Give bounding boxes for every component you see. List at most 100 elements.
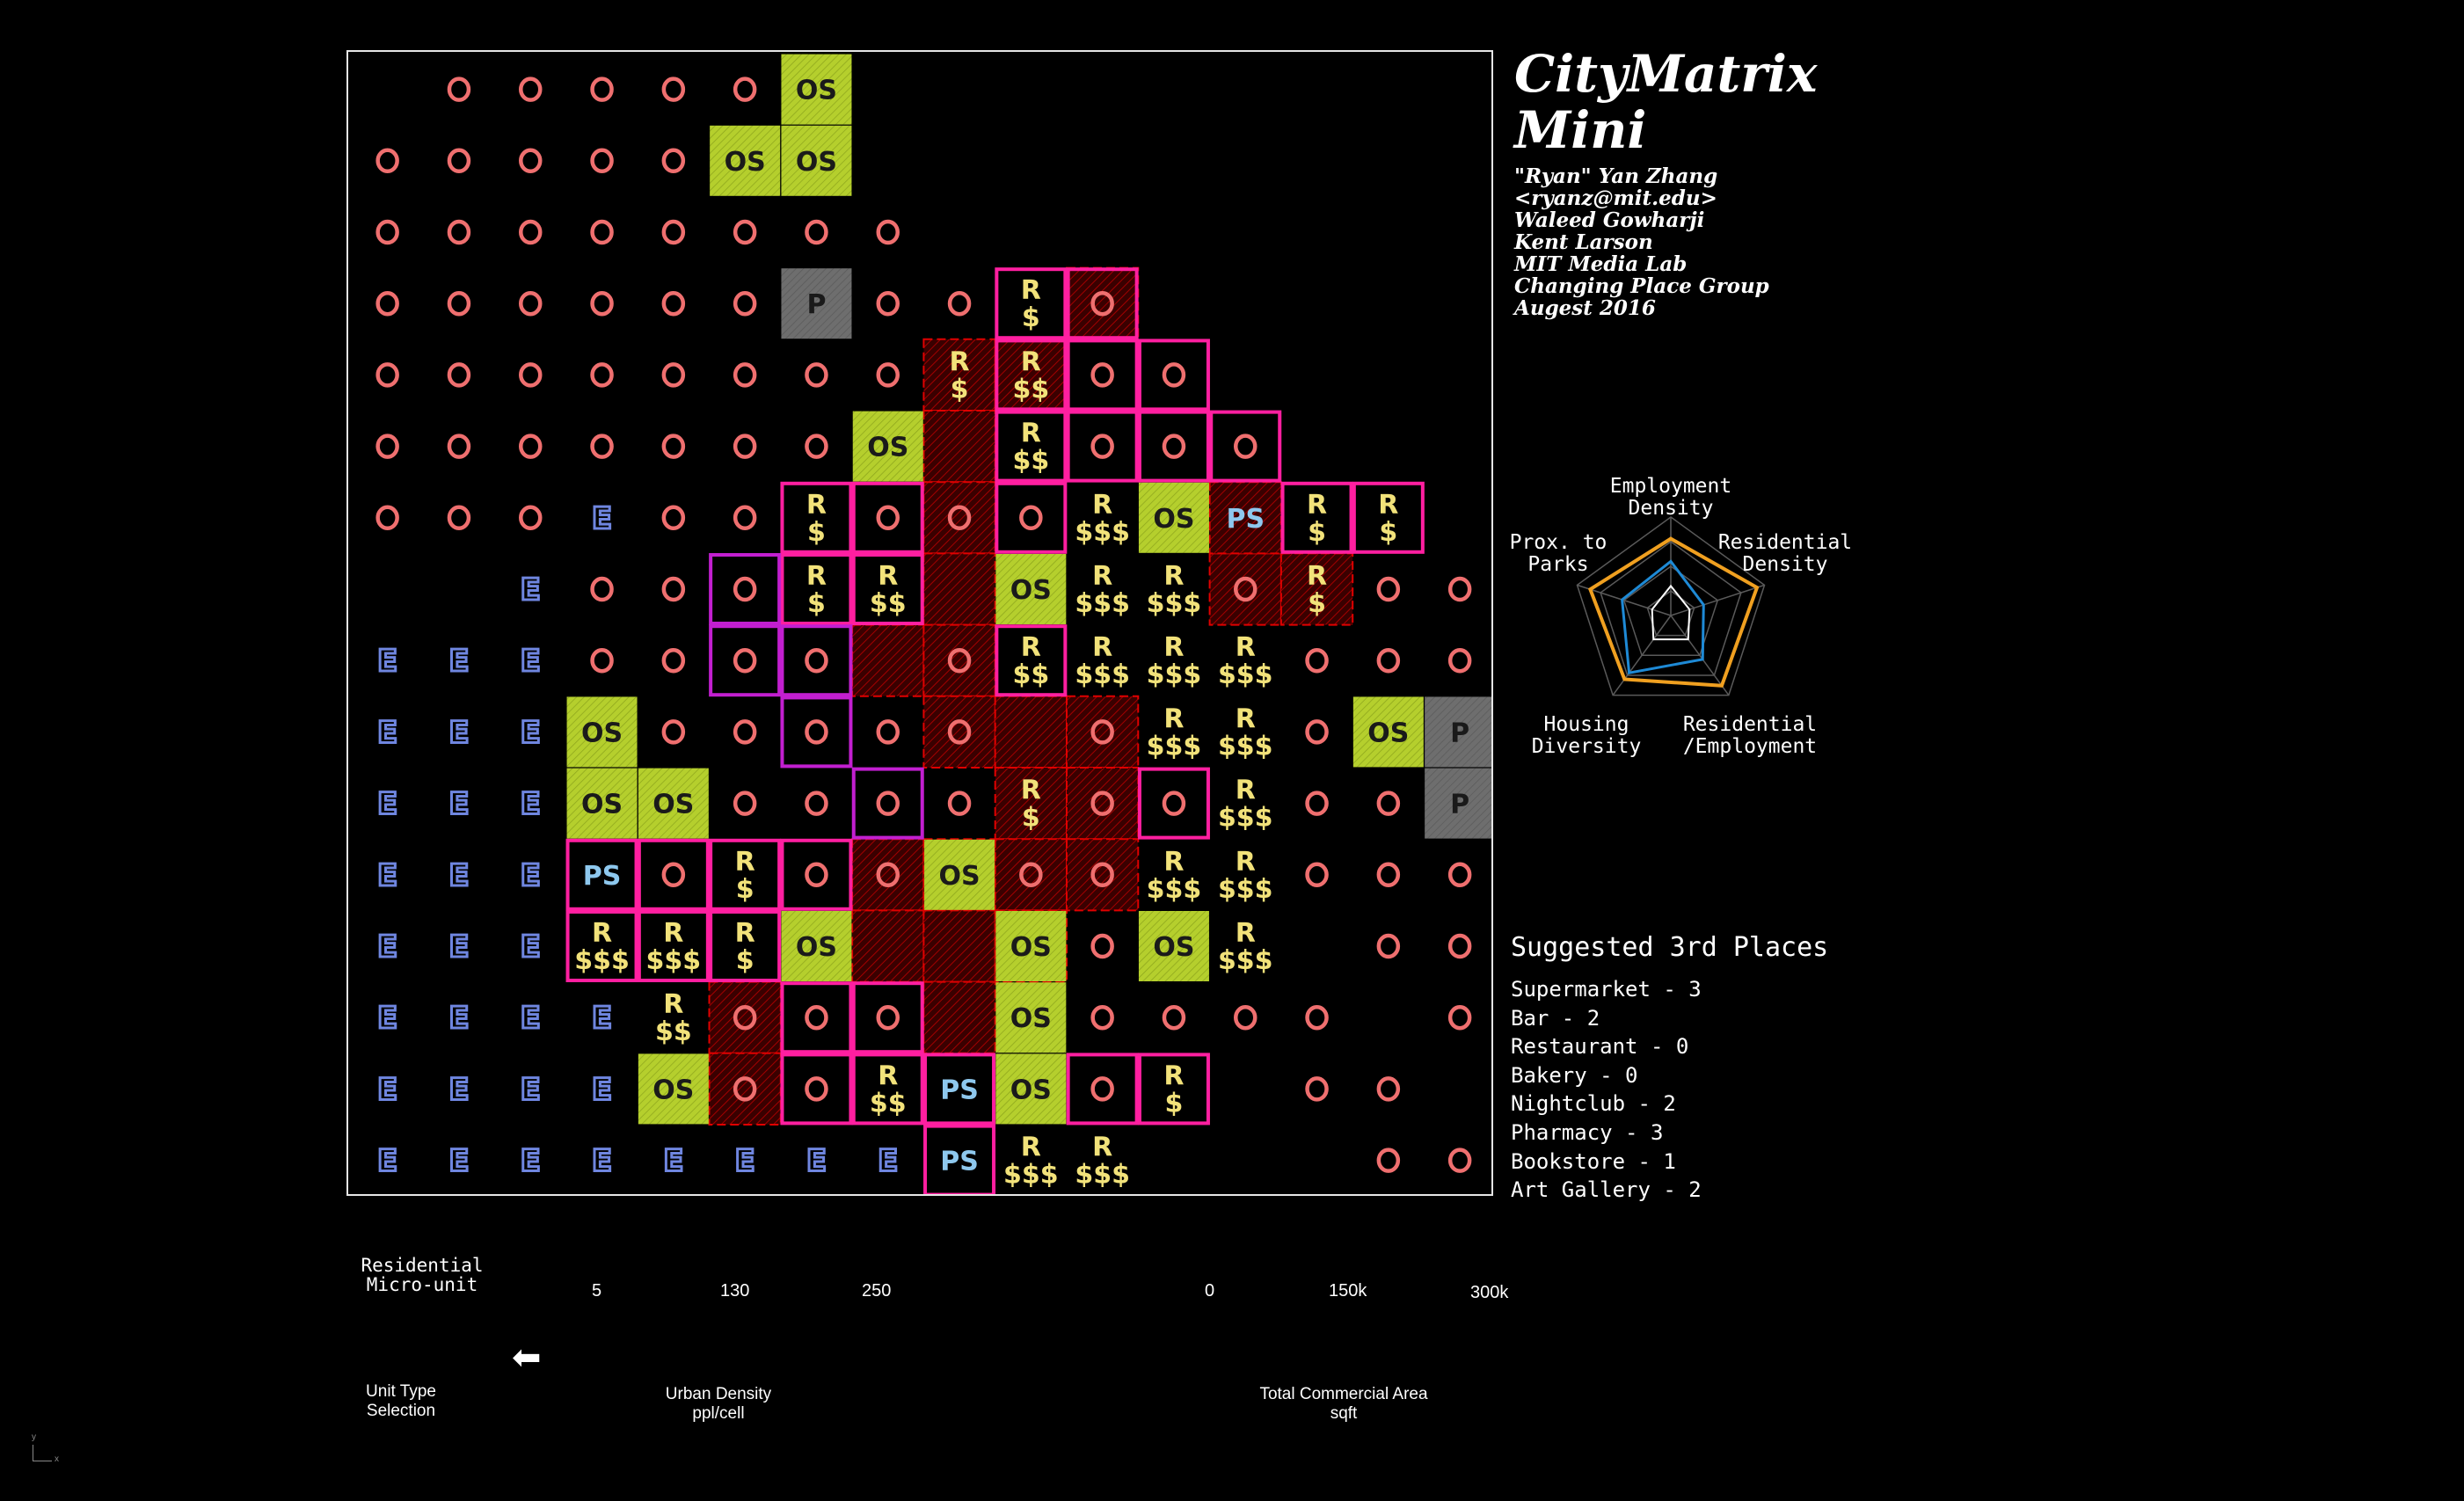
office-cell[interactable] bbox=[1090, 933, 1114, 959]
employment-cell[interactable]: E bbox=[448, 929, 470, 966]
office-cell[interactable] bbox=[590, 362, 614, 388]
employment-cell[interactable]: E bbox=[376, 856, 399, 894]
office-cell[interactable] bbox=[1305, 719, 1329, 745]
office-cell[interactable] bbox=[805, 719, 828, 745]
office-cell[interactable] bbox=[1162, 791, 1186, 816]
employment-cell[interactable]: E bbox=[519, 856, 542, 894]
employment-cell[interactable]: E bbox=[448, 1000, 470, 1038]
office-cell[interactable] bbox=[590, 77, 614, 102]
employment-cell[interactable]: E bbox=[376, 929, 399, 966]
office-cell[interactable] bbox=[947, 290, 972, 317]
office-cell[interactable] bbox=[375, 219, 399, 245]
residential-cell[interactable]: R bbox=[1092, 490, 1112, 521]
public-space-cell[interactable]: PS bbox=[940, 1075, 979, 1105]
office-cell[interactable] bbox=[1090, 862, 1114, 888]
office-cell[interactable] bbox=[1234, 576, 1258, 602]
office-cell[interactable] bbox=[1447, 862, 1472, 888]
office-cell[interactable] bbox=[733, 647, 757, 674]
open-space-tile[interactable] bbox=[781, 54, 852, 125]
residential-cell[interactable]: R bbox=[806, 561, 827, 592]
office-cell[interactable] bbox=[1090, 290, 1114, 317]
public-space-cell[interactable]: PS bbox=[940, 1147, 979, 1177]
office-cell[interactable] bbox=[1162, 362, 1186, 388]
office-cell[interactable] bbox=[876, 862, 900, 888]
residential-cell[interactable]: R bbox=[1236, 632, 1256, 663]
employment-cell[interactable]: E bbox=[590, 1071, 613, 1109]
office-cell[interactable] bbox=[590, 148, 614, 174]
office-cell[interactable] bbox=[1376, 1076, 1401, 1102]
office-cell[interactable] bbox=[661, 77, 686, 102]
residential-cell[interactable]: R bbox=[1236, 918, 1256, 949]
office-cell[interactable] bbox=[876, 505, 900, 531]
office-cell[interactable] bbox=[447, 505, 471, 531]
residential-cell[interactable]: R bbox=[878, 561, 898, 592]
office-cell[interactable] bbox=[1090, 1076, 1114, 1102]
office-cell[interactable] bbox=[876, 219, 900, 245]
office-cell[interactable] bbox=[1447, 576, 1472, 602]
residential-cell[interactable]: R bbox=[592, 918, 612, 949]
employment-cell[interactable]: E bbox=[448, 643, 470, 681]
office-cell[interactable] bbox=[590, 290, 614, 317]
residential-cell[interactable]: R bbox=[1163, 561, 1184, 592]
open-space-tile[interactable] bbox=[710, 125, 781, 196]
commercial-tick-300k[interactable]: 300k bbox=[1470, 1283, 1509, 1302]
employment-cell[interactable]: E bbox=[805, 1142, 827, 1180]
office-cell[interactable] bbox=[519, 219, 543, 245]
employment-cell[interactable]: E bbox=[448, 714, 470, 752]
office-cell[interactable] bbox=[947, 505, 972, 531]
office-cell[interactable] bbox=[519, 505, 543, 531]
open-space-tile[interactable] bbox=[995, 982, 1067, 1053]
parking-tile[interactable] bbox=[1425, 768, 1491, 839]
employment-cell[interactable]: E bbox=[448, 856, 470, 894]
office-cell[interactable] bbox=[1162, 434, 1186, 459]
residential-cell[interactable]: R bbox=[1378, 490, 1398, 521]
residential-cell[interactable]: R bbox=[1021, 1133, 1041, 1163]
office-cell[interactable] bbox=[733, 1076, 757, 1102]
office-cell[interactable] bbox=[1376, 647, 1401, 674]
open-space-tile[interactable] bbox=[924, 839, 995, 910]
employment-cell[interactable]: E bbox=[519, 785, 542, 823]
office-cell[interactable] bbox=[661, 719, 686, 745]
office-cell[interactable] bbox=[375, 148, 399, 174]
office-cell[interactable] bbox=[1376, 862, 1401, 888]
office-cell[interactable] bbox=[661, 362, 686, 388]
residential-cell[interactable]: R bbox=[806, 490, 827, 521]
office-cell[interactable] bbox=[805, 434, 828, 459]
office-cell[interactable] bbox=[590, 647, 614, 674]
density-tick-5[interactable]: 5 bbox=[592, 1281, 602, 1301]
office-cell[interactable] bbox=[805, 219, 828, 245]
office-cell[interactable] bbox=[1376, 576, 1401, 602]
employment-cell[interactable]: E bbox=[590, 1142, 613, 1180]
office-cell[interactable] bbox=[947, 791, 972, 816]
office-cell[interactable] bbox=[375, 505, 399, 531]
office-cell[interactable] bbox=[1447, 1148, 1472, 1173]
office-cell[interactable] bbox=[733, 219, 757, 245]
residential-cell[interactable]: R bbox=[735, 847, 755, 878]
office-cell[interactable] bbox=[805, 362, 828, 388]
office-cell[interactable] bbox=[1376, 791, 1401, 816]
office-cell[interactable] bbox=[876, 362, 900, 388]
residential-cell[interactable]: R bbox=[1021, 275, 1041, 306]
employment-cell[interactable]: E bbox=[590, 1000, 613, 1038]
office-cell[interactable] bbox=[805, 1076, 828, 1102]
office-cell[interactable] bbox=[733, 1004, 757, 1031]
open-space-tile[interactable] bbox=[638, 768, 709, 839]
office-cell[interactable] bbox=[876, 290, 900, 317]
employment-cell[interactable]: E bbox=[590, 499, 613, 537]
office-cell[interactable] bbox=[733, 290, 757, 317]
open-space-tile[interactable] bbox=[1138, 911, 1209, 981]
arrow-left-icon[interactable]: ⬅ bbox=[512, 1338, 542, 1377]
office-cell[interactable] bbox=[1234, 434, 1258, 459]
office-cell[interactable] bbox=[661, 148, 686, 174]
office-cell[interactable] bbox=[590, 434, 614, 459]
residential-cell[interactable]: R bbox=[1307, 561, 1327, 592]
employment-cell[interactable]: E bbox=[519, 714, 542, 752]
parking-tile[interactable] bbox=[1425, 696, 1491, 768]
office-cell[interactable] bbox=[733, 719, 757, 745]
office-cell[interactable] bbox=[733, 77, 757, 102]
residential-cell[interactable]: R bbox=[663, 989, 683, 1020]
employment-cell[interactable]: E bbox=[448, 785, 470, 823]
residential-cell[interactable]: R bbox=[1092, 561, 1112, 592]
office-cell[interactable] bbox=[1234, 1004, 1258, 1031]
office-cell[interactable] bbox=[805, 862, 828, 888]
